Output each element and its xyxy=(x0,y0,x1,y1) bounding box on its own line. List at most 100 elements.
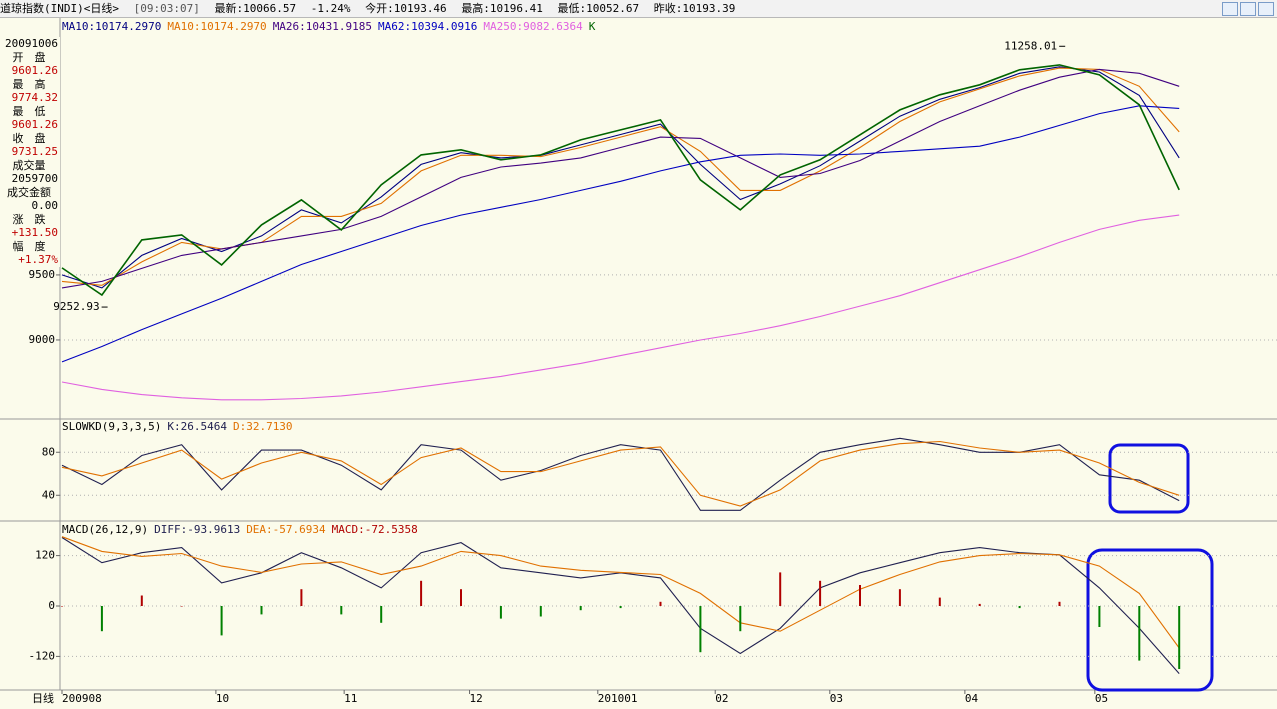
info-value: 0.00 xyxy=(31,199,59,212)
legend-entry: MA62:10394.0916 xyxy=(378,20,477,33)
y-tick-label: 40 xyxy=(42,488,55,501)
legend-entry: MA10:10174.2970 xyxy=(62,20,161,33)
info-value: +131.50 xyxy=(11,226,58,239)
nav-button[interactable] xyxy=(1222,2,1238,16)
series-line xyxy=(61,66,1180,289)
macd-bar xyxy=(420,580,423,606)
series-line xyxy=(61,105,1180,363)
macd-bar xyxy=(1178,606,1181,669)
header-item: 最高:10196.41 xyxy=(461,2,543,15)
macd-bar xyxy=(140,595,143,606)
y-tick-label: 9500 xyxy=(29,268,56,281)
macd-bar xyxy=(100,606,103,632)
info-value: 9601.26 xyxy=(11,64,58,77)
series-line xyxy=(61,68,1180,289)
series-line xyxy=(61,437,1180,511)
highlight-box xyxy=(1108,443,1190,514)
legend-entry: K xyxy=(589,20,596,33)
series-line xyxy=(61,214,1180,401)
x-tick-label: 04 xyxy=(965,692,979,705)
header-title: 道琼指数(INDI)<日线> xyxy=(0,2,119,15)
macd-bar xyxy=(380,606,383,623)
highlight-box xyxy=(1086,548,1214,692)
macd-bar xyxy=(460,589,462,606)
header-item: 今开:10193.46 xyxy=(365,2,447,15)
series-line xyxy=(61,536,1180,649)
x-tick-label: 201001 xyxy=(598,692,638,705)
macd-bar xyxy=(819,580,822,606)
x-tick-label: 12 xyxy=(470,692,483,705)
macd-bar xyxy=(220,606,223,636)
info-date: 20091006 xyxy=(5,37,58,50)
legend-entry: MACD:-72.5358 xyxy=(332,523,418,536)
legend-entry: MA10:10174.2970 xyxy=(167,20,266,33)
x-tick-label: 11 xyxy=(344,692,357,705)
macd-bar xyxy=(340,606,343,615)
macd-bar xyxy=(1058,601,1061,606)
macd-bar xyxy=(619,606,622,609)
panel-title: MACD(26,12,9) xyxy=(62,523,148,536)
macd-bar xyxy=(938,597,941,606)
info-label: 成交量 xyxy=(12,158,46,172)
panel-title: SLOWKD(9,3,3,5) xyxy=(62,420,161,433)
plot-layer: 9000 9500 MA10:10174.2970 MA10:10174.2970 MA… xyxy=(29,20,1277,705)
legend-entry: MA26:10431.9185 xyxy=(273,20,372,33)
annotation: 11258.01 xyxy=(1004,39,1057,52)
info-label: 最 高 xyxy=(12,77,46,91)
macd-bar xyxy=(1098,606,1101,627)
legend-entry: D:32.7130 xyxy=(233,420,293,433)
info-label: 开 盘 xyxy=(12,50,46,64)
info-value: 9774.32 xyxy=(11,91,58,104)
series-line xyxy=(61,64,1180,297)
y-tick-label: 0 xyxy=(48,599,55,612)
nav-button[interactable] xyxy=(1258,2,1274,16)
y-tick-label: -120 xyxy=(29,649,56,662)
annotation: 9252.93 xyxy=(53,300,99,313)
info-label: 涨 跌 xyxy=(12,212,46,226)
y-tick-label: 80 xyxy=(42,445,55,458)
macd-bar xyxy=(659,601,662,606)
macd-bar xyxy=(898,589,901,606)
x-tick-label: 03 xyxy=(830,692,843,705)
macd-bar xyxy=(579,606,582,611)
header-item: 最低:10052.67 xyxy=(557,2,640,15)
macd-bar xyxy=(180,606,183,607)
info-value: 9601.26 xyxy=(11,118,58,131)
y-tick-label: 120 xyxy=(35,549,55,562)
header-time: [09:03:07] xyxy=(133,2,200,15)
legend-entry: K:26.5464 xyxy=(167,420,227,433)
info-label: 收 盘 xyxy=(12,131,46,145)
macd-bar xyxy=(499,606,502,619)
info-label: 最 低 xyxy=(12,104,46,118)
x-tick-label: 10 xyxy=(216,692,229,705)
info-panel: 20091006 开 盘 9601.26 最 高 9774.32 最 低 9601.26 收… xyxy=(0,37,60,267)
macd-bar xyxy=(539,606,542,617)
macd-bar xyxy=(260,606,263,615)
legend-entry: DEA:-57.6934 xyxy=(246,523,326,536)
macd-bar xyxy=(779,572,782,606)
macd-bar xyxy=(1138,606,1141,661)
toolbar: 道琼指数(INDI)<日线> [09:03:07] 最新:10066.57 -1… xyxy=(0,0,1277,18)
y-tick-label: 9000 xyxy=(29,333,56,346)
header-item: -1.24% xyxy=(310,2,351,15)
macd-bar xyxy=(859,585,861,606)
x-tick-label: 200908 xyxy=(62,692,102,705)
header-item: 最新:10066.57 xyxy=(214,2,297,15)
macd-bar xyxy=(61,606,63,607)
background xyxy=(0,18,1277,709)
series-line xyxy=(61,440,1180,507)
info-label: 幅 度 xyxy=(12,239,46,253)
x-tick-label: 02 xyxy=(715,692,728,705)
info-label: 成交金额 xyxy=(7,185,51,199)
info-value: +1.37% xyxy=(18,253,58,266)
legend-entry: MA250:9082.6364 xyxy=(483,20,583,33)
nav-button[interactable] xyxy=(1240,2,1256,16)
macd-bar xyxy=(739,606,742,632)
info-value: 9731.25 xyxy=(11,145,58,158)
x-axis-label: 日线 xyxy=(32,691,54,705)
macd-bar xyxy=(978,603,981,606)
legend-entry: DIFF:-93.9613 xyxy=(154,523,240,536)
header-item: 昨收:10193.39 xyxy=(653,2,736,15)
